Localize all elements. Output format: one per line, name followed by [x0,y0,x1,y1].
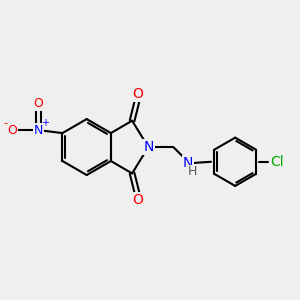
Text: -: - [4,118,8,128]
Text: N: N [34,124,43,136]
Text: N: N [183,156,193,170]
Text: N: N [143,140,154,154]
Text: O: O [33,97,43,110]
Text: O: O [7,124,17,136]
Text: H: H [188,165,197,178]
Text: O: O [132,193,143,207]
Text: O: O [132,87,143,101]
Text: +: + [41,118,49,128]
Text: Cl: Cl [270,155,284,169]
